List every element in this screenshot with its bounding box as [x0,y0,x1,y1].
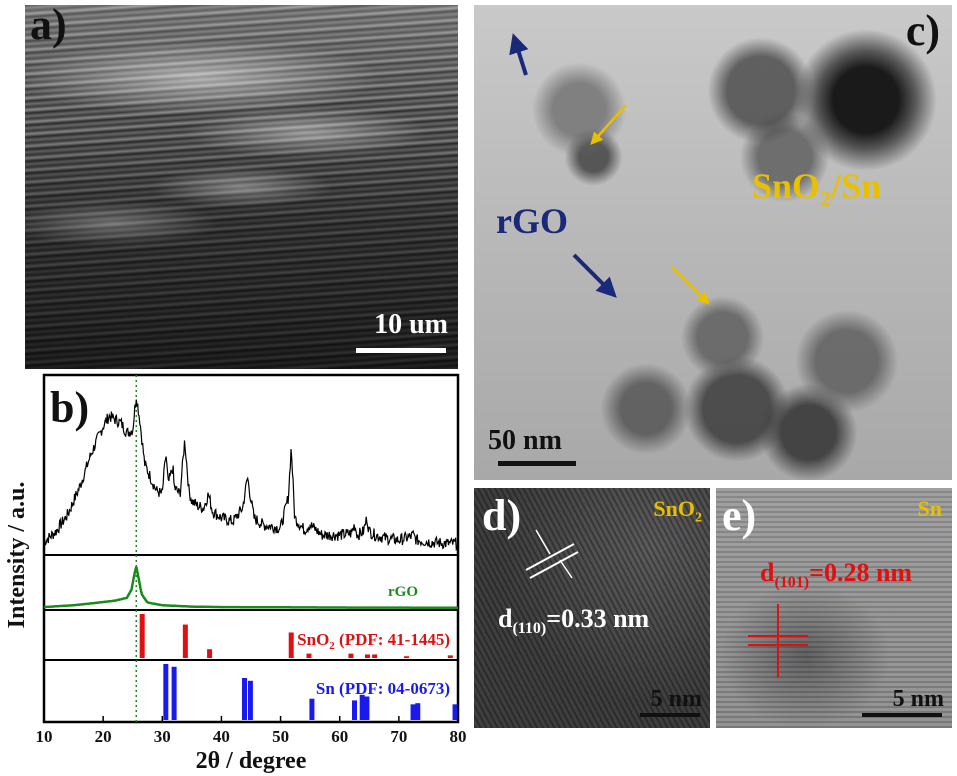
sem-scale-bar [356,348,446,353]
sno2-phase-label: SnO2 [653,496,702,526]
tem-scale-bar [498,461,576,466]
sem-image-panel: a) 10 um [25,5,458,369]
series-line-composite [43,399,459,552]
d110-spacing-label: d(110)=0.33 nm [498,604,650,638]
sno2-reference-legend: SnO2 (PDF: 41-1445) [297,630,450,652]
y-axis-label: Intensity / a.u. [4,482,30,629]
reference-stick [410,704,416,720]
panel-c-label: c) [905,6,940,55]
sn-reference-legend: Sn (PDF: 04-0673) [316,679,450,698]
x-tick-label: 50 [272,727,289,746]
reference-stick [415,703,421,720]
tem-arrows [509,33,710,305]
reference-stick [309,698,315,720]
reference-stick [348,653,354,658]
lattice-spacing-marker [525,529,579,579]
hrtem-sn-panel: e) Sn d(101)=0.28 nm 5 nm [716,488,952,728]
particle-arrow [671,266,710,305]
tem-scale-bar-label: 50 nm [488,425,562,456]
reference-stick [207,649,213,658]
plot-frame [42,373,460,724]
e-scale-bar [862,713,942,717]
rgo-legend: rGO [388,584,418,600]
lattice-spacing-marker [748,604,808,678]
reference-stick [163,664,169,720]
x-tick-label: 20 [95,727,112,746]
hrtem-sno2-panel: d) SnO2 d(110)=0.33 nm 5 nm [474,488,710,728]
reference-stick [365,654,371,658]
rgo-arrow [509,33,529,76]
x-axis-label: 2θ / degree [196,748,307,774]
reference-stick [182,624,188,658]
d101-spacing-label: d(101)=0.28 nm [760,558,913,592]
reference-stick [241,678,247,720]
reference-stick [247,680,253,720]
tem-image-panel: c) rGO SnO2/Sn 50 nm [474,5,952,480]
sem-scale-bar-label: 10 um [374,309,448,340]
reference-stick [447,655,453,658]
panel-a-label: a) [30,5,67,49]
xrd-chart-panel: b) Intensity / a.u. 2θ / degree rGO SnO2… [0,370,470,776]
x-tick-label: 30 [154,727,171,746]
reference-stick [171,666,177,720]
rgo-label: rGO [496,201,568,241]
rgo-arrow [572,253,617,298]
reference-stick [364,696,370,720]
x-tick-label: 80 [450,727,467,746]
x-tick-label: 70 [390,727,407,746]
sn-phase-label: Sn [917,496,942,521]
reference-stick [352,700,357,720]
panel-d-label: d) [482,491,522,540]
reference-stick [372,654,378,658]
x-tick-label: 60 [331,727,348,746]
reference-stick [359,694,365,720]
sno2-sn-label: SnO2/Sn [752,166,882,212]
series-line-rgo [43,566,458,609]
xrd-chart: b) Intensity / a.u. 2θ / degree rGO SnO2… [4,373,467,774]
reference-stick [306,653,312,658]
d-scale-bar [640,713,700,717]
reference-stick [139,614,145,658]
e-scale-bar-label: 5 nm [892,686,944,712]
particle-arrow [590,104,627,145]
x-tick-label: 40 [213,727,230,746]
x-tick-label: 10 [36,727,53,746]
reference-stick [452,704,458,720]
panel-b-label: b) [50,383,89,432]
d-scale-bar-label: 5 nm [650,686,702,712]
panel-e-label: e) [722,491,757,540]
reference-stick [288,632,294,658]
reference-stick [404,656,410,658]
